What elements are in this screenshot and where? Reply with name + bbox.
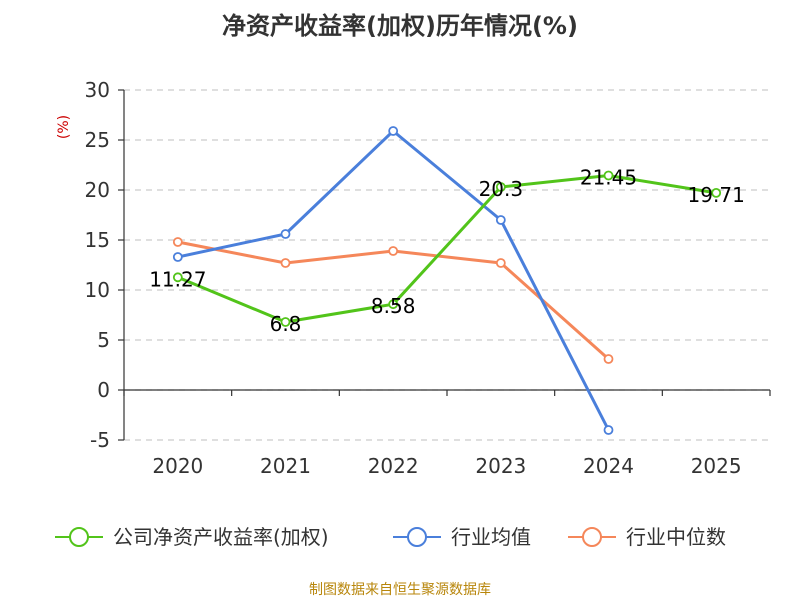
y-tick-label: 25 [85,128,110,152]
series-line [177,174,717,324]
data-label: 6.8 [270,312,302,336]
y-tick-label: 0 [97,378,110,402]
y-tick-label: 10 [85,278,110,302]
grid-lines [124,89,770,441]
y-tick-label: -5 [90,428,110,452]
data-point [172,272,183,283]
legend-label: 公司净资产收益率(加权) [113,525,329,549]
data-label: 11.27 [149,267,206,291]
data-point [495,182,506,192]
x-tick-label: 2025 [691,454,742,478]
data-point [603,425,614,435]
y-axis-unit-label: (%) [56,115,72,139]
series-group [172,126,722,435]
data-point [388,299,399,310]
chart-title: 净资产收益率(加权)历年情况(%) [222,12,578,40]
y-tick-label: 20 [85,178,110,202]
data-point [280,258,291,268]
x-tick-label: 2024 [583,454,634,478]
y-tick-label: 30 [85,78,110,102]
data-label: 8.58 [371,294,416,318]
legend-marker [407,527,427,547]
data-label: 21.45 [580,166,637,190]
x-tick-label: 2020 [152,454,203,478]
data-labels: 11.27 6.8 8.58 20.3 21.45 19.71 [149,166,745,337]
source-note: 制图数据来自恒生聚源数据库 [309,582,491,598]
data-point [711,187,722,198]
data-point [172,252,183,262]
axes: 30 25 20 15 10 5 0 -5 2020 2021 2022 2023 2024 2025 (%… [56,78,771,478]
legend-marker [69,527,89,547]
legend-marker [582,527,602,547]
data-label: 20.3 [479,177,524,201]
data-label: 19.71 [688,183,745,207]
data-point [280,229,291,239]
y-tick-label: 5 [97,328,110,352]
data-point [388,246,399,256]
series-line [177,129,610,431]
data-point [280,317,291,327]
x-tick-label: 2022 [368,454,419,478]
x-tick-label: 2021 [260,454,311,478]
data-point [172,237,183,247]
data-point [495,215,506,225]
data-point [388,126,399,136]
legend: 公司净资产收益率(加权) 行业均值 行业中位数 [55,525,726,549]
data-point [603,170,614,181]
data-point [495,258,506,268]
legend-label: 行业均值 [451,525,531,549]
legend-label: 行业中位数 [626,525,726,549]
data-point [603,354,614,364]
y-tick-label: 15 [85,228,110,252]
x-tick-label: 2023 [475,454,526,478]
